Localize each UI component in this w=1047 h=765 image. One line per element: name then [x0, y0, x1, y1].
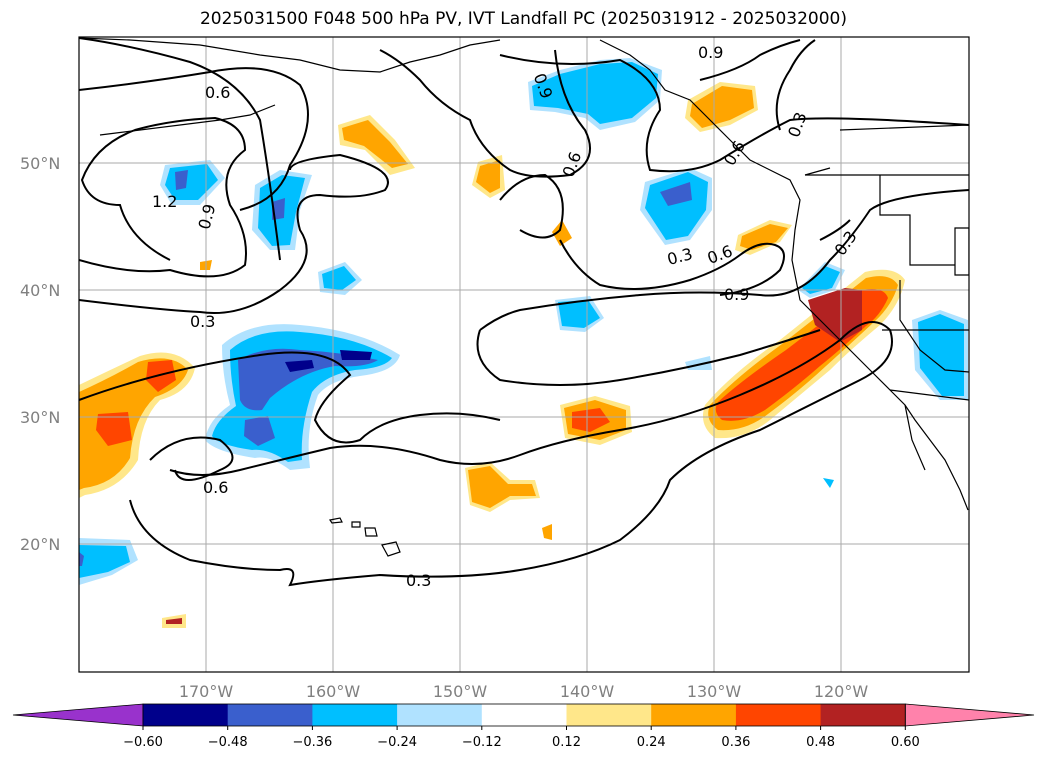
lon-label: 150°W [433, 682, 488, 701]
lat-label: 30°N [20, 408, 60, 427]
contour-label: 0.9 [698, 43, 723, 62]
lon-label: 170°W [179, 682, 234, 701]
colorbar-tick-label: 0.12 [552, 735, 581, 750]
colorbar-extend-high [904, 703, 1035, 727]
lon-labels: 170°W 160°W 150°W 140°W 130°W 120°W [179, 682, 869, 701]
contour-label: 0.6 [203, 478, 228, 497]
contour-label: 0.3 [190, 312, 215, 331]
colorbar-segment [312, 704, 398, 726]
colorbar-segment [143, 704, 229, 726]
colorbar-tick-label: −0.12 [462, 735, 502, 750]
colorbar-tick-label: −0.36 [292, 735, 332, 750]
colorbar-tick-label: −0.60 [123, 735, 163, 750]
contour-label: 0.6 [205, 83, 230, 102]
colorbar-segment [820, 704, 906, 726]
colorbar-tick-label: −0.48 [208, 735, 248, 750]
colorbar-segment [735, 704, 822, 726]
figure-title: 2025031500 F048 500 hPa PV, IVT Landfall… [199, 9, 847, 29]
colorbar-tick-label: 0.48 [806, 735, 835, 750]
shading-layer [79, 58, 968, 628]
colorbar-segment [651, 704, 737, 726]
hawaii-islands [329, 517, 401, 557]
lon-label: 140°W [560, 682, 615, 701]
colorbar-tick-label: 0.36 [721, 735, 750, 750]
lat-label: 50°N [20, 154, 60, 173]
colorbar-segment [566, 704, 652, 726]
pv-contours [79, 37, 969, 587]
colorbar-tick-label: −0.24 [377, 735, 417, 750]
colorbar-segment [227, 704, 313, 726]
lon-label: 160°W [306, 682, 361, 701]
lat-labels: 50°N 40°N 30°N 20°N [20, 154, 60, 554]
lon-label: 130°W [687, 682, 742, 701]
graticule [79, 37, 969, 672]
colorbar-frame [142, 703, 906, 727]
lon-label: 120°W [814, 682, 869, 701]
colorbar-segment [397, 704, 483, 726]
contour-label: 0.3 [406, 571, 431, 590]
colorbar-tick-label: 0.60 [891, 735, 920, 750]
colorbar-segment [481, 704, 567, 726]
lat-label: 40°N [20, 281, 60, 300]
lat-label: 20°N [20, 535, 60, 554]
colorbar: −0.60 −0.48 −0.36 −0.24 −0.12 0.12 0.24 0.36 0.4… [12, 703, 1035, 750]
contour-label: 0.9 [724, 285, 749, 304]
colorbar-tick-label: 0.24 [637, 735, 666, 750]
coastlines [79, 37, 969, 511]
colorbar-extend-low [12, 703, 144, 727]
contour-label: 1.2 [152, 192, 177, 211]
map-frame [78, 36, 970, 673]
